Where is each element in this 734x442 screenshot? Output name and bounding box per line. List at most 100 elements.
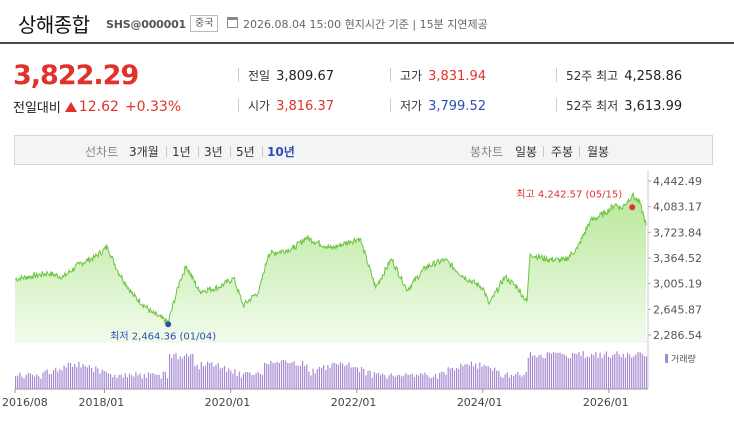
volume-bar bbox=[103, 371, 105, 389]
volume-bar bbox=[226, 371, 228, 389]
volume-bar bbox=[312, 368, 314, 389]
volume-bar bbox=[171, 358, 173, 389]
range-1y[interactable]: 1년 bbox=[172, 145, 191, 159]
candle-monthly[interactable]: 월봉 bbox=[587, 145, 610, 159]
volume-bar bbox=[365, 375, 367, 389]
volume-bar bbox=[466, 363, 468, 389]
volume-bar bbox=[308, 371, 310, 389]
volume-bar bbox=[69, 362, 72, 389]
volume-bar bbox=[352, 367, 354, 389]
range-3y[interactable]: 3년 bbox=[204, 145, 223, 159]
volume-bar bbox=[388, 375, 390, 389]
volume-bar bbox=[546, 352, 548, 389]
volume-bar bbox=[348, 362, 350, 389]
volume-bar bbox=[462, 366, 464, 389]
volume-bar bbox=[375, 373, 377, 389]
volume-bar bbox=[21, 376, 23, 389]
volume-bar bbox=[456, 368, 458, 389]
volume-bar bbox=[645, 356, 648, 389]
volume-bar bbox=[304, 365, 306, 389]
candle-daily[interactable]: 일봉 bbox=[515, 145, 538, 159]
volume-bar bbox=[413, 377, 415, 389]
volume-bar bbox=[190, 354, 192, 389]
high-label: 최고 4,242.57 (05/15) bbox=[516, 188, 622, 200]
volume-bar bbox=[133, 376, 135, 389]
volume-bar bbox=[443, 372, 445, 389]
up-arrow-icon bbox=[64, 101, 77, 112]
volume-bar bbox=[152, 373, 154, 389]
volume-bar bbox=[610, 358, 612, 389]
volume-bar bbox=[422, 374, 424, 389]
volume-bar bbox=[209, 363, 211, 389]
volume-bar bbox=[629, 354, 631, 389]
candle-weekly[interactable]: 주봉 bbox=[551, 145, 574, 159]
volume-bar bbox=[508, 377, 510, 389]
calendar-icon bbox=[227, 17, 238, 28]
volume-bar bbox=[266, 363, 268, 389]
volume-bar bbox=[622, 354, 624, 389]
range-10y[interactable]: 10년 bbox=[267, 145, 295, 159]
divider bbox=[556, 98, 557, 112]
volume-bar bbox=[249, 372, 251, 389]
volume-bar bbox=[236, 376, 238, 389]
range-5y[interactable]: 5년 bbox=[236, 145, 255, 159]
volume-bar bbox=[567, 358, 569, 389]
volume-bar bbox=[515, 374, 517, 389]
volume-bar bbox=[327, 365, 329, 389]
volume-bar bbox=[544, 358, 546, 389]
price-area bbox=[15, 193, 647, 343]
volume-bar bbox=[371, 378, 373, 389]
volume-bar bbox=[565, 355, 567, 389]
range-3m[interactable]: 3개월 bbox=[129, 145, 159, 159]
index-chart[interactable]: 4,442.49 4,083.17 3,723.84 3,364.52 3,005.19… bbox=[0, 168, 734, 442]
y-tick-label: 2,645.87 bbox=[653, 303, 702, 316]
volume-bar bbox=[86, 367, 88, 389]
country-badge: 중국 bbox=[190, 15, 219, 32]
volume-bar bbox=[384, 375, 386, 389]
volume-bar bbox=[192, 354, 194, 389]
volume-bar bbox=[299, 365, 302, 389]
volume-bar bbox=[584, 358, 586, 389]
timestamp: 2026.08.04 15:00 현지시간 기준 | 15분 지연제공 bbox=[243, 18, 488, 31]
y-tick-label: 3,364.52 bbox=[653, 252, 702, 265]
volume-bar bbox=[55, 367, 57, 389]
volume-bar bbox=[500, 376, 502, 389]
volume-bar bbox=[242, 373, 245, 389]
volume-bar bbox=[23, 378, 25, 389]
volume-bar bbox=[44, 370, 46, 389]
volume-bar bbox=[274, 363, 276, 389]
volume-bar bbox=[185, 353, 188, 389]
volume-bar bbox=[228, 368, 230, 389]
volume-bar bbox=[183, 355, 185, 389]
volume-bar bbox=[458, 369, 460, 389]
volume-bar bbox=[122, 377, 124, 389]
volume-bar bbox=[166, 378, 169, 389]
y-tick-label: 2,286.54 bbox=[653, 329, 702, 342]
volume-bar bbox=[169, 354, 171, 389]
volume-bar bbox=[392, 375, 394, 389]
volume-bar bbox=[563, 354, 565, 389]
volume-bar bbox=[607, 356, 610, 389]
volume-bar bbox=[143, 374, 145, 389]
volume-bar bbox=[437, 378, 439, 389]
volume-bar bbox=[542, 357, 544, 389]
volume-bar bbox=[93, 372, 95, 389]
y-tick-label: 4,083.17 bbox=[653, 201, 702, 214]
volume-bar bbox=[162, 371, 164, 389]
volume-bar bbox=[310, 375, 312, 389]
stat-prev-close: 전일 3,809.67 bbox=[248, 69, 334, 84]
volume-bar bbox=[278, 363, 280, 389]
volume-bar bbox=[291, 362, 293, 389]
volume-bar bbox=[207, 361, 209, 389]
volume-bar bbox=[50, 373, 53, 389]
volume-bar bbox=[116, 378, 118, 389]
volume-bar bbox=[641, 353, 643, 389]
volume-bar bbox=[411, 373, 413, 389]
volume-bar bbox=[34, 376, 36, 389]
stat-52w-low: 52주 최저 3,613.99 bbox=[566, 99, 683, 114]
volume-bar bbox=[367, 370, 369, 389]
y-tick-label: 4,442.49 bbox=[653, 175, 702, 188]
volume-bar bbox=[631, 357, 633, 389]
volume-bar bbox=[369, 370, 371, 389]
volume-bar bbox=[386, 378, 388, 389]
